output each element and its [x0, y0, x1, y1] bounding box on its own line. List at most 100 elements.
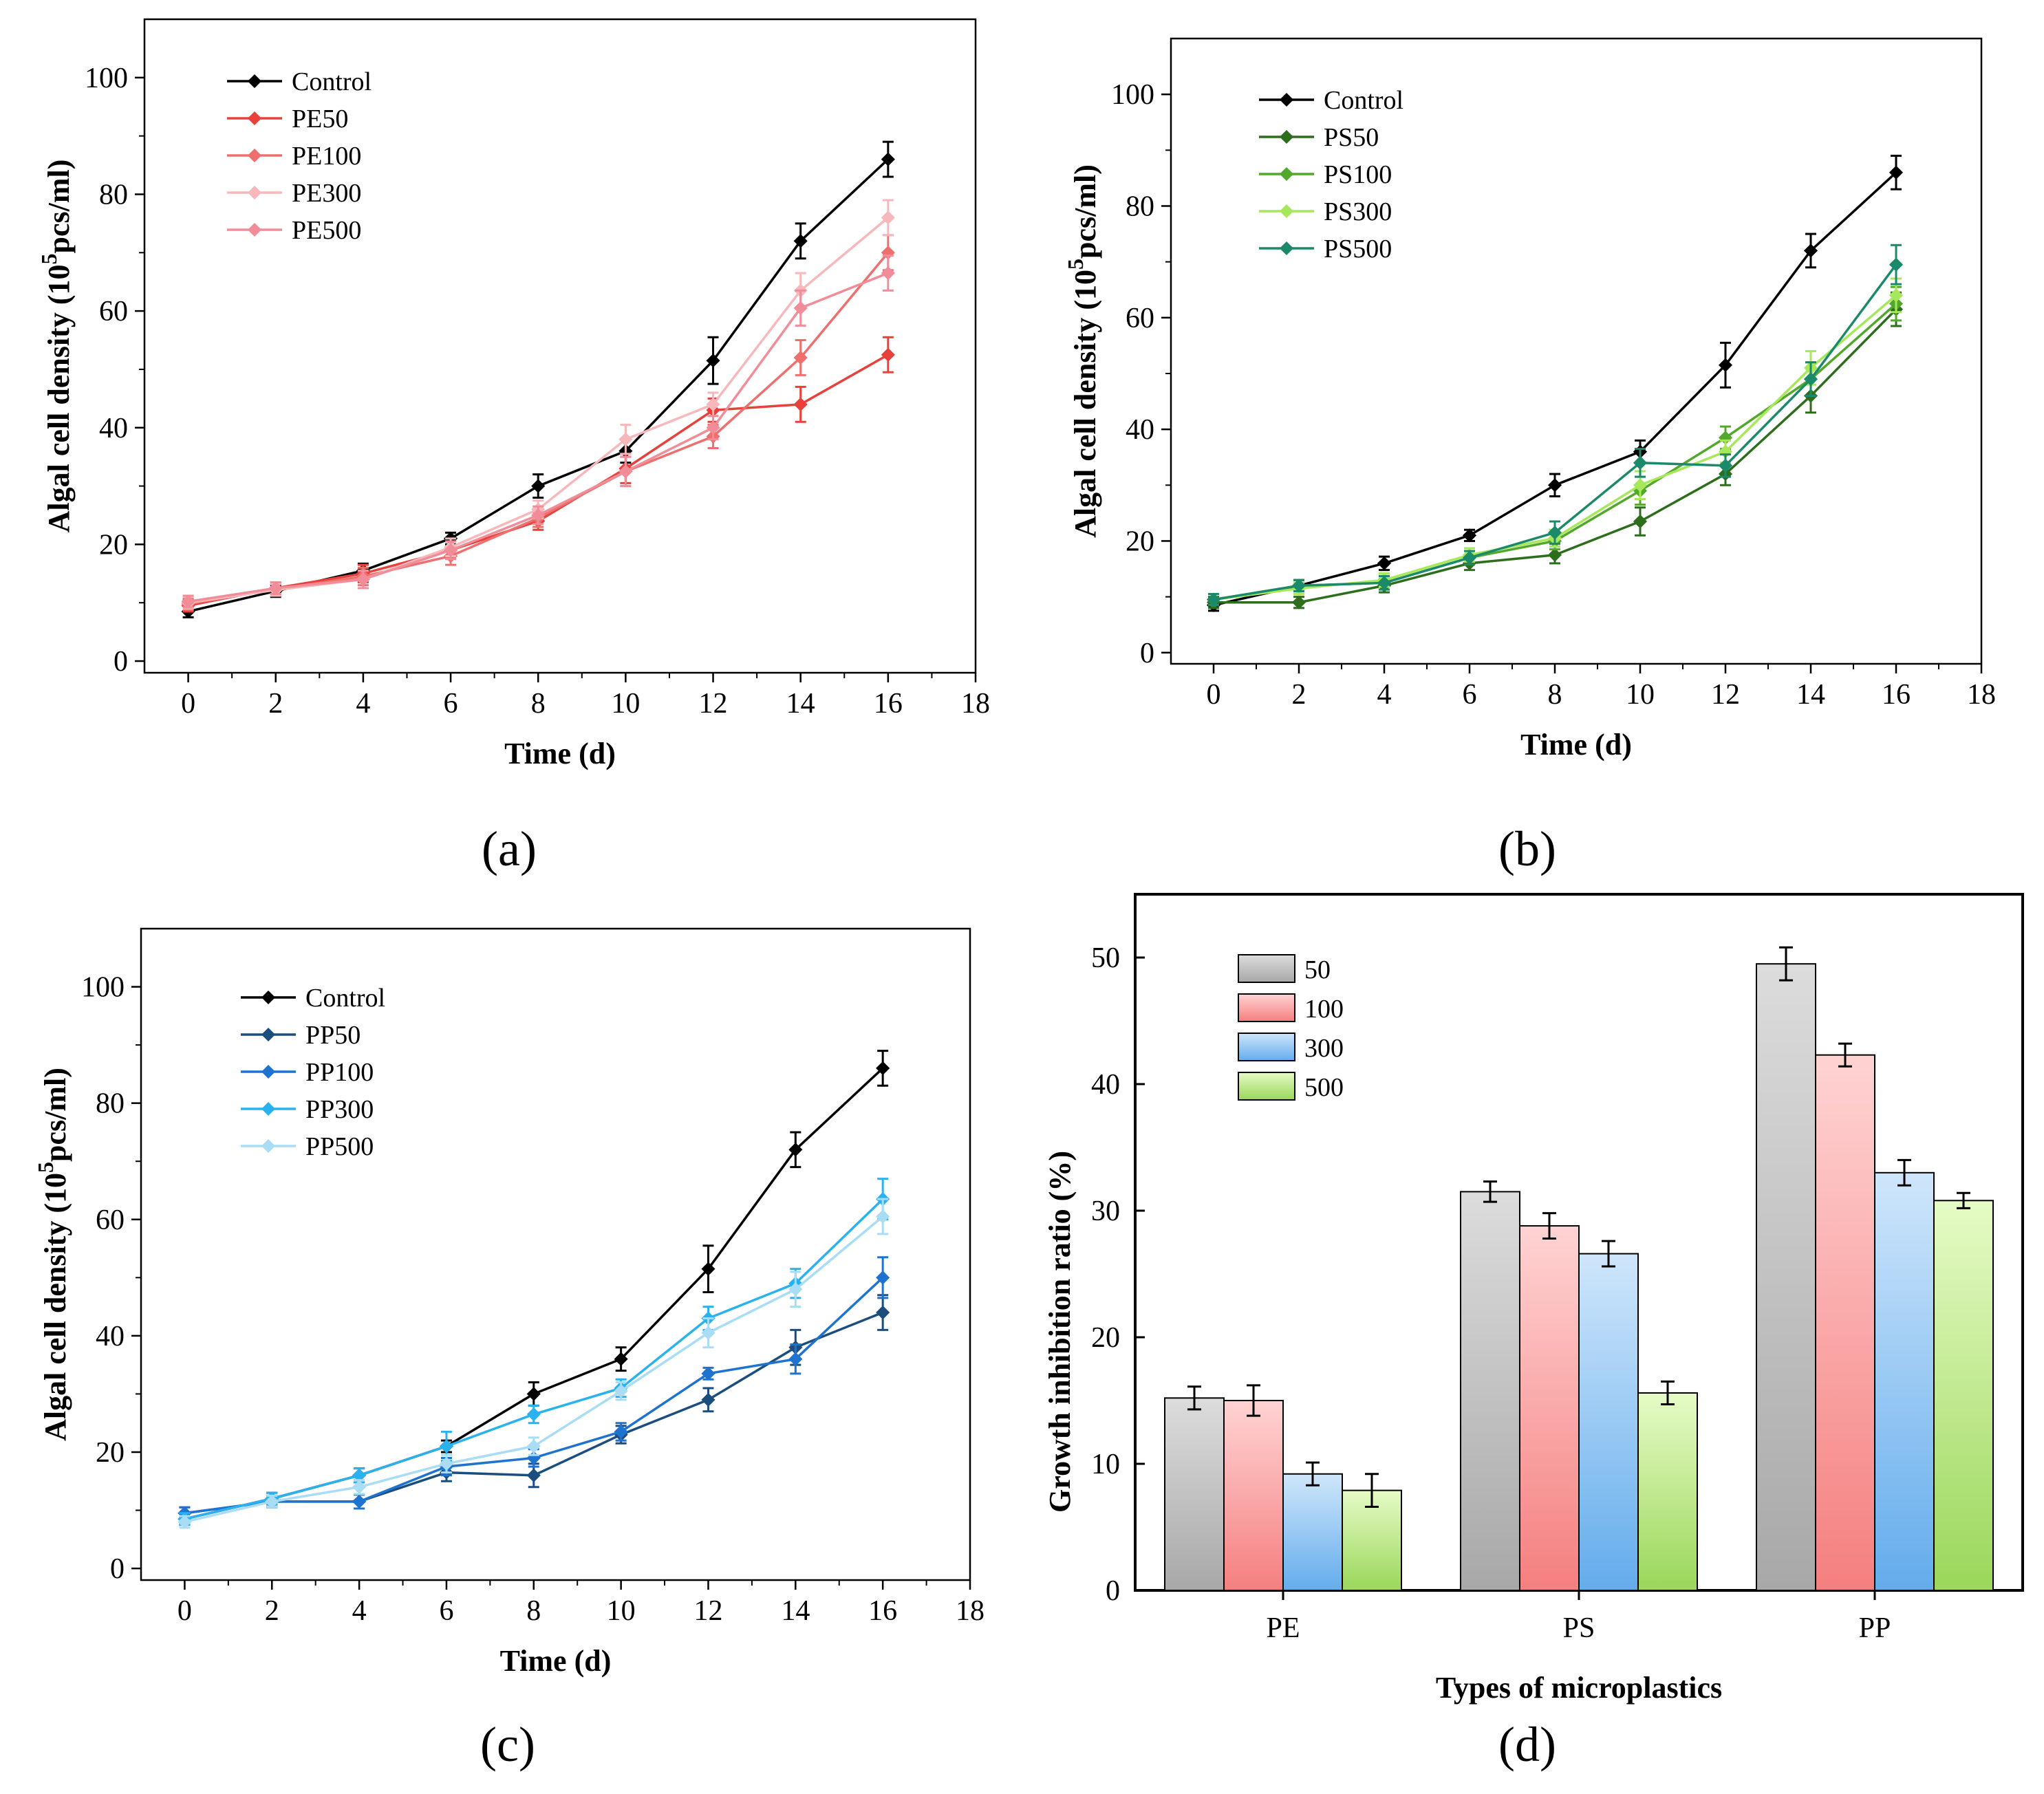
y-tick-label: 40 — [1091, 1069, 1120, 1101]
series-pp500 — [177, 1198, 890, 1529]
data-point — [876, 1209, 890, 1224]
x-tick-label: 14 — [786, 688, 815, 720]
legend-swatch — [1238, 993, 1295, 1022]
data-point — [618, 464, 633, 479]
legend-swatch — [1238, 1072, 1295, 1101]
legend-item-500: 500 — [1238, 1072, 1344, 1102]
x-tick-label: 4 — [352, 1595, 367, 1627]
series-line — [188, 217, 889, 604]
bar-pe-100 — [1223, 1400, 1284, 1591]
data-point — [1291, 595, 1306, 609]
panel-label-d: (d) — [1498, 1717, 1556, 1772]
data-point — [701, 1366, 716, 1381]
data-point — [614, 1352, 628, 1366]
y-tick-label: 60 — [99, 296, 128, 327]
panel-a-line-chart: 0 2 4 6 8 10 12 14 16 18 0 20 40 60 80 100 Time (d) Algal… — [36, 18, 990, 770]
legend-swatch-marker — [247, 111, 262, 126]
x-tick-label: 4 — [356, 688, 370, 720]
x-tick-label: 12 — [693, 1595, 722, 1627]
data-point — [614, 1425, 628, 1439]
legend-label: 300 — [1304, 1034, 1344, 1063]
legend-label: PP500 — [305, 1132, 374, 1161]
y-tick-label: 10 — [1091, 1449, 1120, 1480]
data-point — [793, 301, 808, 315]
bar-pp-100 — [1815, 1054, 1875, 1592]
data-point — [1377, 556, 1392, 570]
x-tick-label: 2 — [265, 1595, 279, 1627]
data-point — [439, 1439, 454, 1453]
bar-pp-50 — [1756, 963, 1816, 1591]
x-tick-label: 2 — [268, 688, 283, 720]
x-tick-label: 14 — [1796, 679, 1825, 711]
x-axis-label: Types of microplastics — [1436, 1671, 1722, 1705]
legend-label: PE100 — [292, 142, 361, 171]
data-point — [876, 1061, 890, 1075]
x-tick-label: 0 — [177, 1595, 192, 1627]
data-point — [352, 1480, 367, 1494]
x-tick-label: 18 — [1967, 679, 1996, 711]
panel-d-bar-chart: 0 10 20 30 40 50 PE PS PP Types of microplastics G… — [1043, 893, 2024, 1705]
data-point — [526, 1387, 541, 1401]
series-ps50 — [1206, 291, 1904, 609]
legend-swatch-marker — [247, 185, 262, 200]
series-pe500 — [181, 255, 895, 609]
legend-swatch-marker — [1279, 92, 1294, 107]
y-tick-label: 20 — [99, 529, 128, 561]
y-tick-label: 0 — [1106, 1575, 1120, 1607]
y-axis-label: Algal cell density (105pcs/ml) — [1063, 164, 1102, 538]
data-point — [526, 1407, 541, 1422]
data-point — [1547, 526, 1562, 540]
legend-swatch-marker — [261, 1138, 276, 1154]
data-point — [706, 397, 720, 411]
y-tick-label: 80 — [96, 1088, 125, 1120]
legend-swatch-marker — [261, 990, 276, 1005]
legend-item-ps50: PS50 — [1259, 123, 1379, 152]
data-point — [1803, 244, 1818, 258]
legend-label: 500 — [1304, 1073, 1344, 1102]
plot-frame — [1170, 37, 1983, 665]
data-point — [788, 1352, 803, 1366]
legend-label: PS50 — [1324, 123, 1379, 152]
data-point — [356, 572, 370, 587]
x-tick-label: 8 — [531, 688, 546, 720]
y-axis-label: Algal cell density (105pcs/ml) — [33, 1068, 72, 1441]
y-tick-label: 0 — [1140, 638, 1154, 669]
legend-item-control: Control — [227, 67, 372, 96]
bar-ps-50 — [1460, 1191, 1520, 1591]
legend-label: 100 — [1304, 995, 1344, 1024]
legend-label: PS300 — [1324, 197, 1392, 226]
x-tick-label: 12 — [1711, 679, 1740, 711]
legend-label: Control — [1324, 86, 1403, 115]
x-tick-label: 10 — [607, 1595, 636, 1627]
legend-label: PS100 — [1324, 160, 1392, 189]
data-point — [1462, 528, 1477, 543]
data-point — [352, 1494, 367, 1509]
bar-ps-300 — [1578, 1253, 1639, 1592]
x-tick-label: 8 — [1548, 679, 1562, 711]
data-point — [265, 1494, 279, 1509]
y-tick-label: 20 — [96, 1437, 125, 1469]
data-point — [706, 354, 720, 368]
legend-item-control: Control — [1259, 86, 1403, 115]
data-point — [1633, 455, 1648, 470]
legend-label: PE300 — [292, 179, 361, 208]
y-tick-label: 0 — [110, 1553, 125, 1585]
data-point — [1377, 576, 1392, 590]
legend-item-pp50: PP50 — [241, 1021, 361, 1050]
data-point — [881, 266, 895, 281]
legend-label: PS500 — [1324, 235, 1392, 263]
x-axis-label: Time (d) — [1520, 728, 1632, 761]
y-tick-label: 100 — [81, 972, 125, 1004]
legend-label: PP100 — [305, 1058, 374, 1087]
data-point — [793, 234, 808, 248]
legend-swatch-marker — [1279, 129, 1294, 144]
data-point — [701, 1392, 716, 1407]
data-point — [268, 581, 283, 596]
y-tick-label: 80 — [1126, 191, 1154, 222]
plot-frame — [143, 18, 977, 674]
data-point — [706, 420, 720, 435]
y-tick-label: 20 — [1126, 526, 1154, 557]
data-point — [793, 350, 808, 365]
x-tick-label: 6 — [444, 688, 458, 720]
data-point — [1803, 372, 1818, 387]
